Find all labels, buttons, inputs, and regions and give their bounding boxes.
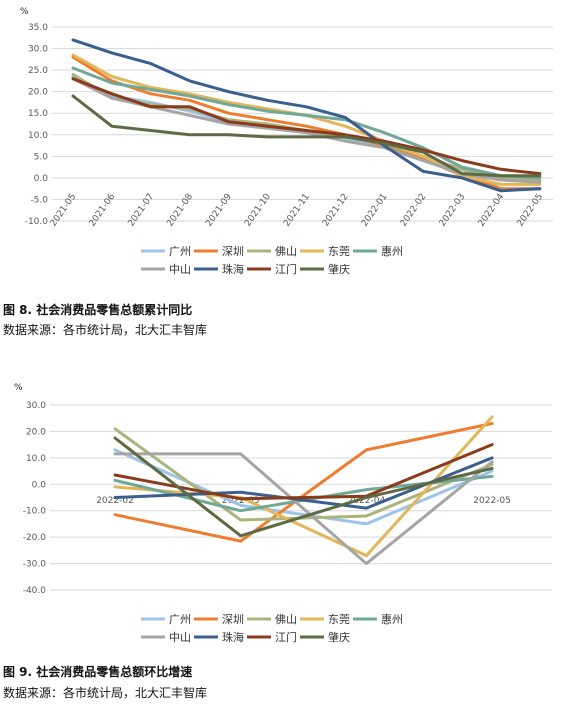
chart-cumulative-yoy: % 35.0 30.0 25.0 20.0 15.0 10.0 5.0 0.0 -5.0 -10.… xyxy=(20,7,553,276)
series-line xyxy=(71,66,542,180)
y-tick-label: 20.0 xyxy=(26,427,46,437)
x-tick-label: 2022-02 xyxy=(96,496,134,506)
x-tick-label: 2022-03 xyxy=(222,496,260,506)
y-tick-label: 10.0 xyxy=(26,454,46,464)
legend-label: 深圳 xyxy=(222,245,244,258)
legend-label: 广州 xyxy=(169,245,191,258)
y-tick-label: -5.0 xyxy=(30,195,48,205)
x-tick-label: 2022-04 xyxy=(348,496,386,506)
y-tick-label: 0.0 xyxy=(32,480,47,490)
y-tick-label: -40.0 xyxy=(23,586,47,596)
y-tick-label: 25.0 xyxy=(28,66,48,76)
legend-label: 东莞 xyxy=(328,613,350,626)
x-tick-label: 2021-12 xyxy=(321,192,351,229)
x-tick-label: 2022-03 xyxy=(438,192,468,229)
chart1-source: 数据来源：各市统计局，北大汇丰智库 xyxy=(3,323,208,337)
y-tick-label: 35.0 xyxy=(28,23,48,33)
chart-mom-growth: % 30.0 20.0 10.0 0.0 -10.0 -20.0 -30.0 -40.0 20… xyxy=(14,383,552,644)
y-tick-label: 15.0 xyxy=(28,109,48,119)
x-tick-label: 2022-05 xyxy=(515,192,545,229)
chart1-y-tick-labels: 35.0 30.0 25.0 20.0 15.0 10.0 5.0 0.0 -5.0 -10.0 xyxy=(25,23,49,227)
series-line xyxy=(71,94,542,178)
legend-label: 广州 xyxy=(169,613,191,626)
series-line xyxy=(113,415,494,558)
chart2-series-lines xyxy=(113,415,494,566)
series-line xyxy=(113,452,494,566)
legend-label: 深圳 xyxy=(222,613,244,626)
y-tick-label: 30.0 xyxy=(26,401,46,411)
chart2-source: 数据来源：各市统计局，北大汇丰智库 xyxy=(3,686,208,700)
y-tick-label: -10.0 xyxy=(25,217,49,227)
series-line xyxy=(113,448,494,526)
chart1-gridlines xyxy=(52,26,553,222)
chart1-unit-label: % xyxy=(20,7,29,17)
y-tick-label: 5.0 xyxy=(34,152,49,162)
y-tick-label: -30.0 xyxy=(23,560,47,570)
legend-label: 珠海 xyxy=(222,262,244,276)
x-tick-label: 2021-06 xyxy=(88,192,118,229)
chart1-series-lines xyxy=(71,38,542,193)
legend-label: 珠海 xyxy=(222,630,244,644)
chart2-x-tick-labels: 2022-02 2022-03 2022-04 2022-05 xyxy=(96,496,511,506)
x-tick-label: 2022-02 xyxy=(399,192,429,229)
legend-label: 肇庆 xyxy=(328,630,350,644)
x-tick-label: 2021-08 xyxy=(165,192,195,229)
y-tick-label: 20.0 xyxy=(28,88,48,98)
chart2-unit-label: % xyxy=(14,383,23,393)
legend-label: 江门 xyxy=(275,630,297,644)
legend-label: 中山 xyxy=(169,631,191,644)
y-tick-label: -10.0 xyxy=(23,507,47,517)
series-line xyxy=(71,77,542,176)
series-line xyxy=(113,436,494,538)
x-tick-label: 2021-05 xyxy=(49,192,79,229)
chart2-title: 图 9. 社会消费品零售总额环比增速 xyxy=(3,665,193,679)
x-tick-label: 2021-10 xyxy=(243,192,273,229)
series-line xyxy=(71,53,542,186)
x-tick-label: 2022-05 xyxy=(473,496,511,506)
series-line xyxy=(113,422,494,543)
x-tick-label: 2022-04 xyxy=(477,192,507,229)
legend-label: 肇庆 xyxy=(328,262,350,276)
series-line xyxy=(71,38,542,193)
chart2-y-tick-labels: 30.0 20.0 10.0 0.0 -10.0 -20.0 -30.0 -40.0 xyxy=(23,401,47,596)
legend-label: 中山 xyxy=(169,263,191,276)
legend-label: 惠州 xyxy=(381,244,403,258)
y-tick-label: -20.0 xyxy=(23,533,47,543)
y-tick-label: 30.0 xyxy=(28,45,48,55)
y-tick-label: 10.0 xyxy=(28,131,48,141)
legend-label: 佛山 xyxy=(275,245,297,258)
chart1-x-tick-labels: 2021-05 2021-06 2021-07 2021-08 2021-09 2021-… xyxy=(49,192,546,229)
legend-label: 东莞 xyxy=(328,245,350,258)
legend-label: 佛山 xyxy=(275,613,297,626)
y-tick-label: 0.0 xyxy=(34,174,49,184)
x-tick-label: 2021-11 xyxy=(282,192,312,229)
legend-label: 江门 xyxy=(275,262,297,276)
x-tick-label: 2021-09 xyxy=(204,192,234,229)
x-tick-label: 2022-01 xyxy=(360,192,390,229)
chart1-title: 图 8. 社会消费品零售总额累计同比 xyxy=(3,303,193,317)
legend-label: 惠州 xyxy=(381,612,403,626)
x-tick-label: 2021-07 xyxy=(126,192,156,229)
